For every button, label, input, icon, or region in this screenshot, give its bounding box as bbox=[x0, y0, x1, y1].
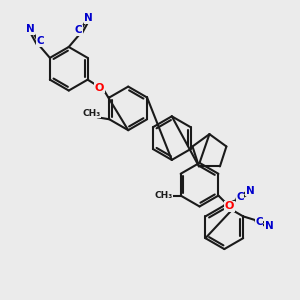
Text: C: C bbox=[36, 36, 44, 46]
Text: C: C bbox=[236, 192, 244, 202]
Text: N: N bbox=[26, 24, 34, 34]
Text: C: C bbox=[75, 25, 82, 35]
Text: CH₃: CH₃ bbox=[82, 109, 100, 118]
Text: N: N bbox=[265, 221, 273, 231]
Text: O: O bbox=[95, 82, 104, 93]
Text: N: N bbox=[246, 186, 254, 196]
Text: N: N bbox=[84, 13, 93, 23]
Text: C: C bbox=[255, 217, 263, 227]
Text: O: O bbox=[225, 202, 234, 212]
Text: CH₃: CH₃ bbox=[155, 191, 173, 200]
